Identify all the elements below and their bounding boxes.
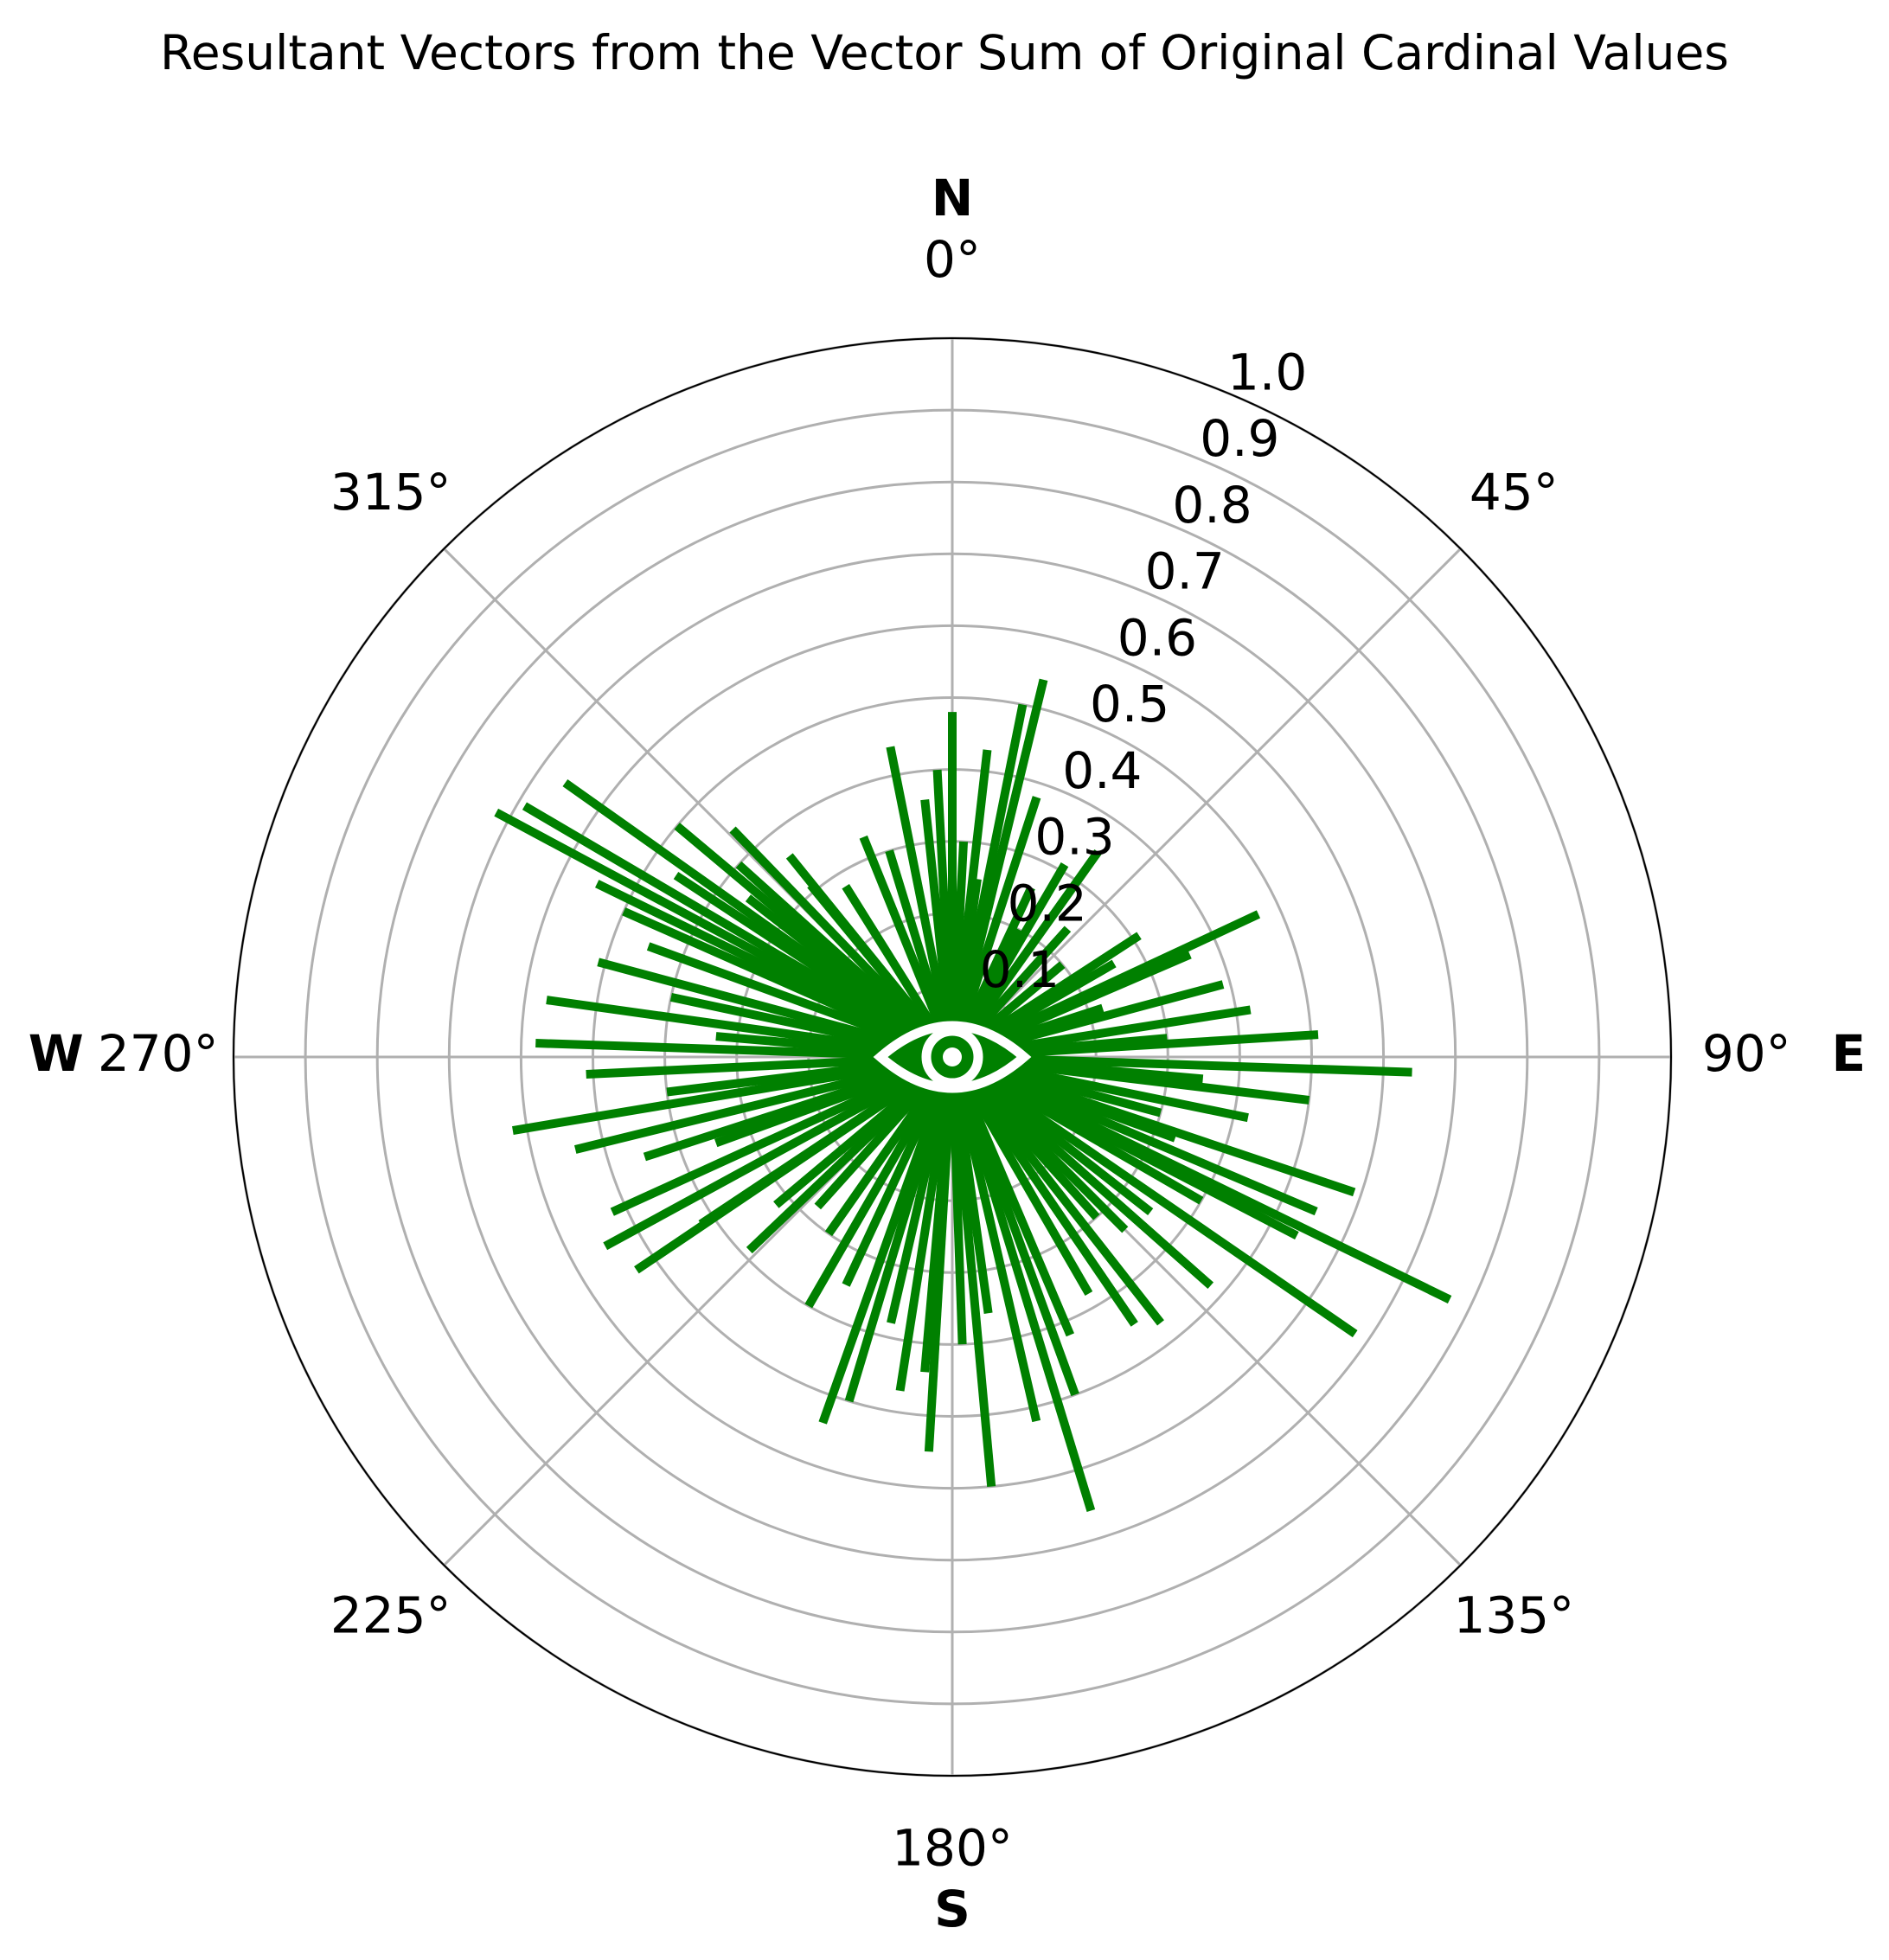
- polar-frame: [233, 337, 1672, 1777]
- radial-tick-label: 0.6: [1117, 608, 1197, 667]
- vector: [666, 1053, 953, 1097]
- vector: [948, 1054, 1093, 1296]
- vector: [674, 823, 956, 1060]
- radial-tick-label: 0.7: [1145, 542, 1225, 601]
- radial-tick-label: 1.0: [1227, 343, 1307, 401]
- eye-iris: [921, 1026, 983, 1088]
- eye-pupil: [943, 1047, 962, 1066]
- radial-tick-label: 0.1: [980, 940, 1060, 999]
- direction-label: N: [932, 169, 974, 227]
- vector: [886, 746, 957, 1058]
- angle-tick-label: 270°: [98, 1024, 219, 1083]
- grid-spoke: [951, 548, 1462, 1059]
- radial-tick-label: 0.3: [1034, 808, 1114, 867]
- vector: [603, 1053, 955, 1251]
- angle-tick-label: 90°: [1702, 1024, 1791, 1083]
- vector: [932, 769, 957, 1058]
- angle-tick-label: 135°: [1453, 1585, 1574, 1644]
- vector: [804, 1054, 957, 1309]
- vector: [948, 1056, 993, 1314]
- vector: [610, 1053, 955, 1216]
- radial-tick-label: 0.4: [1062, 741, 1142, 800]
- vector: [948, 796, 1041, 1059]
- radial-tick-label: 0.9: [1200, 409, 1279, 468]
- eye-outline: [873, 1021, 1032, 1093]
- vector: [948, 1055, 1041, 1423]
- vector: [669, 992, 954, 1061]
- vector: [887, 1055, 957, 1324]
- vector: [951, 1053, 1177, 1143]
- radial-tick-label: 0.5: [1090, 675, 1169, 733]
- direction-label: E: [1831, 1024, 1866, 1083]
- chart-title: Resultant Vectors from the Vector Sum of…: [160, 25, 1729, 80]
- vector: [948, 1056, 967, 1345]
- vector: [729, 826, 956, 1060]
- vector: [595, 880, 955, 1061]
- radial-tick-label: 0.2: [1008, 874, 1087, 932]
- vector: [920, 1056, 957, 1373]
- vectors: [494, 678, 1452, 1512]
- eye-icon: [873, 1021, 1032, 1093]
- vector: [948, 1055, 1079, 1397]
- angle-tick-label: 45°: [1470, 463, 1559, 522]
- vector: [673, 871, 955, 1061]
- vector: [948, 849, 1102, 1060]
- vector: [951, 1053, 1204, 1084]
- radial-tick-label: 0.8: [1172, 476, 1252, 535]
- direction-label: W: [29, 1024, 84, 1083]
- labels: 0.1 0.2 0.3 0.4 0.5 0.6 0.7 0.8 0.9 1.0 0° 45° 90° 13…: [29, 169, 1866, 1938]
- vector: [950, 1053, 1358, 1338]
- vector: [715, 1032, 953, 1061]
- direction-label: S: [934, 1880, 970, 1938]
- vector: [951, 1034, 1168, 1061]
- angle-tick-label: 0°: [924, 230, 981, 289]
- vector: [950, 959, 1117, 1061]
- angle-tick-label: 225°: [330, 1585, 451, 1644]
- vector: [574, 1053, 954, 1154]
- angle-tick-label: 315°: [330, 463, 451, 522]
- angle-tick-label: 180°: [892, 1818, 1013, 1877]
- vector: [698, 1053, 955, 1228]
